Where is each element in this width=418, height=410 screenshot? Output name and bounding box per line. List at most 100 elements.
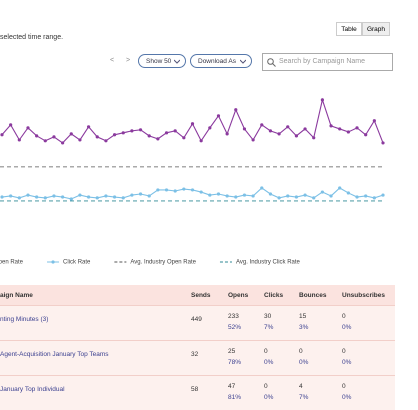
point [17,196,21,200]
point [364,133,368,137]
point [130,193,134,197]
table-row: January Top Individual 58 47 81% 0 0% 4 7% 0 0% [0,375,395,410]
percent: 0% [264,359,274,366]
point [329,124,333,128]
search-placeholder: Search by Campaign Name [279,58,365,65]
point [43,139,47,143]
point [69,197,73,201]
percent: 0% [342,324,352,331]
point [9,123,13,127]
point [312,196,316,200]
percent: 7% [264,324,274,331]
point [329,194,333,198]
point [0,195,4,199]
legend-label: Open Rate [0,260,24,266]
graph-button[interactable]: Graph [362,22,390,36]
table-row: nting Minutes (3) 449 233 52% 30 7% 15 3% 0 0% [0,305,395,340]
point [225,132,229,136]
count: 0 [342,313,346,320]
point [78,193,82,197]
column-header: Sends [191,292,211,299]
percent: 0% [299,359,309,366]
point [312,136,316,140]
point [121,131,125,135]
point [381,193,385,197]
point [147,134,151,138]
point [35,195,39,199]
sends: 32 [191,351,199,358]
point [190,122,195,126]
count: 0 [264,348,268,355]
legend-dot [51,260,55,264]
point [303,193,307,197]
point [138,128,143,132]
column-header: Opens [228,292,249,299]
point [173,129,177,133]
point [242,127,247,131]
percent: 0% [342,394,352,401]
campaign-name[interactable]: January Top Individual [0,386,65,393]
point [234,195,238,199]
download-label: Download As [198,58,236,65]
count: 30 [264,313,272,320]
point [9,194,13,198]
point [156,137,160,141]
column-header: aign Name [0,292,33,299]
point [294,134,299,138]
point [112,133,117,137]
show-dropdown[interactable]: Show 50 [138,54,186,68]
point [43,196,47,200]
point [355,126,359,130]
count: 0 [264,383,268,390]
next-page[interactable]: > [126,57,131,64]
percent: 0% [342,359,352,366]
campaign-name[interactable]: nting Minutes (3) [0,316,49,323]
count: 4 [299,383,303,390]
point [268,192,273,196]
count: 15 [299,313,307,320]
point [286,125,290,129]
percent: 78% [228,359,242,366]
point [182,187,186,191]
count: 47 [228,383,236,390]
point [130,129,134,133]
point [17,138,21,142]
percent: 7% [299,394,309,401]
point [86,125,91,129]
table-button[interactable]: Table [336,22,362,36]
prev-page[interactable]: < [110,57,115,64]
point [121,196,125,200]
point [346,130,350,134]
point [78,138,82,142]
point [182,136,186,140]
point [199,139,203,143]
point [156,188,160,192]
show-label: Show 50 [146,58,172,65]
point [225,194,229,198]
campaign-name[interactable]: Agent-Acquisition January Top Teams [0,351,109,358]
column-header: Unsubscribes [342,292,385,299]
point [320,190,324,194]
series-line [1,97,384,144]
point [199,190,203,194]
download-dropdown[interactable]: Download As [190,54,252,68]
count: 0 [342,348,346,355]
chevron [174,59,180,64]
point [251,138,255,142]
point [35,134,39,138]
point [320,98,324,102]
point [138,192,143,196]
point [251,194,255,198]
point [69,132,73,136]
point [173,189,177,193]
point [294,195,299,199]
point [104,194,108,198]
point [260,123,264,127]
point [216,192,221,196]
search-box[interactable]: Search by Campaign Name [262,53,393,71]
point [164,188,169,192]
column-header: Bounces [299,292,327,299]
count: 233 [228,313,239,320]
point [286,194,290,198]
